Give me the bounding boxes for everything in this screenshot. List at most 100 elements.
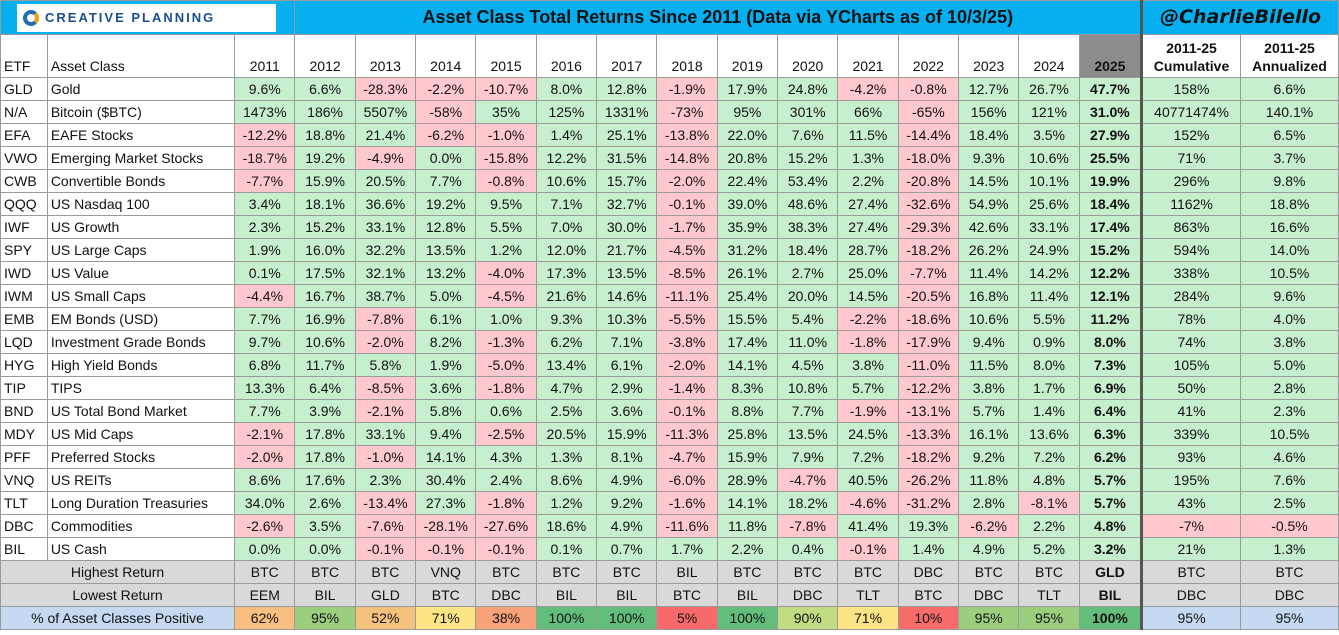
- pct-positive-row-value: 52%: [354, 606, 417, 630]
- return-cell: 6.2%: [535, 330, 598, 354]
- pct-positive-row-value: 71%: [415, 606, 477, 630]
- return-cell: 125%: [535, 100, 598, 124]
- table-row: VNQ US REITs 8.6% 17.6% 2.3% 30.4% 2.4% 8.6% 4.9…: [0, 468, 1339, 492]
- etf-cell: GLD: [0, 77, 48, 101]
- return-cell: 3.5%: [1018, 123, 1080, 147]
- etf-cell: DBC: [0, 514, 48, 538]
- return-cell: 20.0%: [777, 284, 839, 308]
- cumulative-cell: 339%: [1140, 422, 1241, 446]
- lowest-return-row: Lowest Return EEM BIL GLD BTC DBC BIL BIL BTC BIL…: [0, 583, 1339, 607]
- return-cell: 1331%: [596, 100, 658, 124]
- return-cell: 3.6%: [596, 399, 658, 423]
- return-cell: 8.2%: [415, 330, 477, 354]
- return-cell: 11.4%: [958, 261, 1020, 285]
- return-cell: -65%: [897, 100, 960, 124]
- return-cell: 26.7%: [1018, 77, 1080, 101]
- table-row: N/A Bitcoin ($BTC) 1473% 186% 5507% -58% 35% 12…: [0, 100, 1339, 124]
- return-cell: 1.4%: [1018, 399, 1080, 423]
- return-cell: -2.0%: [656, 353, 718, 377]
- return-cell: -13.4%: [354, 491, 417, 515]
- lowest-return-row-value: DBC: [1239, 583, 1339, 607]
- return-cell: 5.7%: [958, 399, 1020, 423]
- title-row: CREATIVE PLANNING Asset Class Total Retu…: [0, 0, 1339, 35]
- return-cell: -28.1%: [415, 514, 477, 538]
- return-cell: 6.8%: [234, 353, 296, 377]
- highest-return-row-value: BTC: [234, 560, 296, 584]
- return-cell: 30.4%: [415, 468, 477, 492]
- return-cell: 48.6%: [777, 192, 839, 216]
- return-cell: 8.8%: [716, 399, 779, 423]
- return-cell: 14.5%: [958, 169, 1020, 193]
- return-cell: 47.7%: [1078, 77, 1143, 101]
- return-cell: 6.4%: [1078, 399, 1143, 423]
- return-cell: -27.6%: [475, 514, 537, 538]
- return-cell: 4.9%: [596, 514, 658, 538]
- asset-class-cell: Gold: [46, 77, 236, 101]
- return-cell: 17.5%: [294, 261, 356, 285]
- return-cell: 6.4%: [294, 376, 356, 400]
- return-cell: 19.9%: [1078, 169, 1143, 193]
- return-cell: 1.3%: [837, 146, 899, 170]
- return-cell: 8.1%: [596, 445, 658, 469]
- annualized-cell: 6.5%: [1239, 123, 1339, 147]
- return-cell: 25.1%: [596, 123, 658, 147]
- return-cell: 5.5%: [475, 215, 537, 239]
- return-cell: 9.4%: [415, 422, 477, 446]
- highest-return-row-value: BIL: [656, 560, 718, 584]
- return-cell: -15.8%: [475, 146, 537, 170]
- return-cell: 7.7%: [415, 169, 477, 193]
- return-cell: 26.2%: [958, 238, 1020, 262]
- return-cell: -20.8%: [897, 169, 960, 193]
- return-cell: 18.1%: [294, 192, 356, 216]
- return-cell: 10.3%: [596, 307, 658, 331]
- return-cell: 16.0%: [294, 238, 356, 262]
- return-cell: 0.4%: [777, 537, 839, 561]
- asset-class-cell: EM Bonds (USD): [46, 307, 236, 331]
- return-cell: 41.4%: [837, 514, 899, 538]
- return-cell: 14.1%: [716, 353, 779, 377]
- etf-cell: IWF: [0, 215, 48, 239]
- etf-cell: QQQ: [0, 192, 48, 216]
- asset-class-cell: Emerging Market Stocks: [46, 146, 236, 170]
- return-cell: 20.8%: [716, 146, 779, 170]
- cumulative-cell: 296%: [1140, 169, 1241, 193]
- return-cell: 17.8%: [294, 445, 356, 469]
- return-cell: 12.2%: [535, 146, 598, 170]
- return-cell: 0.0%: [234, 537, 296, 561]
- column-header-annualized: 2011-25 Annualized: [1239, 34, 1339, 78]
- return-cell: 11.2%: [1078, 307, 1143, 331]
- return-cell: -6.2%: [958, 514, 1020, 538]
- highest-return-row-value: BTC: [777, 560, 839, 584]
- return-cell: -18.0%: [897, 146, 960, 170]
- return-cell: -18.6%: [897, 307, 960, 331]
- return-cell: 9.7%: [234, 330, 296, 354]
- annualized-cell: 14.0%: [1239, 238, 1339, 262]
- return-cell: 14.6%: [596, 284, 658, 308]
- return-cell: -2.0%: [234, 445, 296, 469]
- pct-positive-row-value: 95%: [294, 606, 356, 630]
- return-cell: 2.2%: [1018, 514, 1080, 538]
- lowest-return-row-value: BIL: [535, 583, 598, 607]
- lowest-return-row-label: Lowest Return: [0, 583, 236, 607]
- return-cell: 13.5%: [415, 238, 477, 262]
- return-cell: -13.3%: [897, 422, 960, 446]
- column-header-asset-class: Asset Class: [46, 34, 236, 78]
- return-cell: -28.3%: [354, 77, 417, 101]
- highest-return-row-value: BTC: [1239, 560, 1339, 584]
- return-cell: -12.2%: [234, 123, 296, 147]
- return-cell: 6.2%: [1078, 445, 1143, 469]
- return-cell: 5.2%: [1018, 537, 1080, 561]
- cumulative-cell: 74%: [1140, 330, 1241, 354]
- return-cell: 10.6%: [1018, 146, 1080, 170]
- column-header-year: 2015: [475, 34, 537, 78]
- return-cell: 18.2%: [777, 491, 839, 515]
- etf-cell: IWD: [0, 261, 48, 285]
- return-cell: 30.0%: [596, 215, 658, 239]
- return-cell: 4.5%: [777, 353, 839, 377]
- return-cell: 28.7%: [837, 238, 899, 262]
- highest-return-row-label: Highest Return: [0, 560, 236, 584]
- return-cell: -0.1%: [475, 537, 537, 561]
- annualized-cell: 2.8%: [1239, 376, 1339, 400]
- return-cell: 1.9%: [234, 238, 296, 262]
- return-cell: 2.2%: [716, 537, 779, 561]
